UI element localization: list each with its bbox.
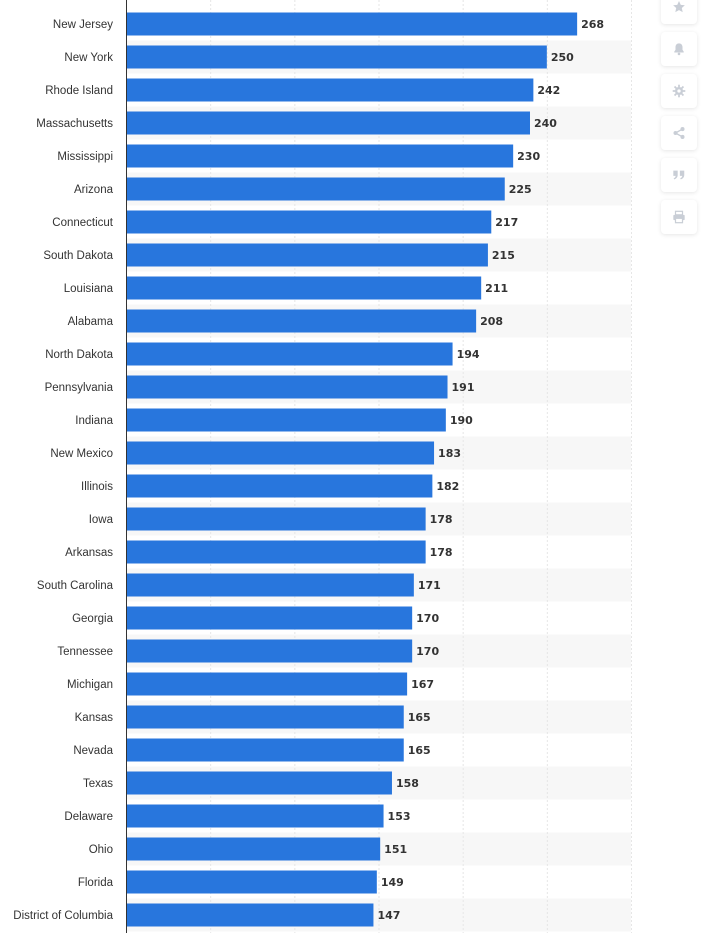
category-label: District of Columbia <box>13 910 113 922</box>
value-label: 170 <box>416 612 439 625</box>
bar-south-carolina <box>126 573 414 597</box>
bar-pennsylvania <box>126 375 448 399</box>
category-label: Alabama <box>68 316 114 328</box>
category-label: Iowa <box>89 514 114 526</box>
value-label: 242 <box>537 84 560 97</box>
print-icon <box>673 210 685 224</box>
category-label: Ohio <box>89 844 113 856</box>
category-label: Kansas <box>75 712 114 724</box>
value-label: 215 <box>492 249 515 262</box>
star-icon <box>673 1 685 13</box>
bar-mississippi <box>126 144 514 168</box>
category-label: Massachusetts <box>36 118 113 130</box>
value-label: 178 <box>430 513 453 526</box>
bar-new-mexico <box>126 441 435 465</box>
print-button[interactable] <box>661 200 697 234</box>
bar-new-jersey <box>126 12 578 36</box>
share-button[interactable] <box>661 116 697 150</box>
bar-new-york <box>126 45 547 69</box>
bar-massachusetts <box>126 111 530 135</box>
value-label: 149 <box>381 876 404 889</box>
value-label: 217 <box>495 216 518 229</box>
category-label: Illinois <box>81 481 113 493</box>
category-label: New Jersey <box>53 19 113 31</box>
value-label: 225 <box>509 183 532 196</box>
gear-icon <box>672 84 686 98</box>
value-label: 190 <box>450 414 473 427</box>
value-label: 158 <box>396 777 419 790</box>
category-label: Georgia <box>72 613 114 625</box>
value-label: 165 <box>408 744 431 757</box>
value-label: 268 <box>581 18 604 31</box>
value-label: 191 <box>452 381 475 394</box>
settings-button[interactable] <box>661 74 697 108</box>
value-label: 178 <box>430 546 453 559</box>
bar-rhode-island <box>126 78 534 102</box>
category-label: Texas <box>83 778 113 790</box>
bar-south-dakota <box>126 243 488 267</box>
category-label: Delaware <box>64 811 113 823</box>
category-label: Arkansas <box>65 547 113 559</box>
category-label: Connecticut <box>52 217 114 229</box>
bar-arkansas <box>126 540 426 564</box>
bar-iowa <box>126 507 426 531</box>
bar-tennessee <box>126 639 413 663</box>
value-label: 194 <box>457 348 480 361</box>
value-label: 211 <box>485 282 508 295</box>
value-label: 250 <box>551 51 574 64</box>
value-label: 170 <box>416 645 439 658</box>
value-label: 208 <box>480 315 503 328</box>
share-icon <box>673 127 685 139</box>
value-label: 183 <box>438 447 461 460</box>
bar-ohio <box>126 837 381 861</box>
bar-indiana <box>126 408 446 432</box>
bar-arizona <box>126 177 505 201</box>
value-label: 230 <box>517 150 540 163</box>
bar-illinois <box>126 474 433 498</box>
bar-florida <box>126 870 377 894</box>
chart-toolbar <box>661 0 701 234</box>
category-label: New Mexico <box>50 448 113 460</box>
value-label: 165 <box>408 711 431 724</box>
bar-louisiana <box>126 276 482 300</box>
value-label: 171 <box>418 579 441 592</box>
category-label: South Dakota <box>43 250 113 262</box>
value-label: 153 <box>388 810 411 823</box>
value-label: 167 <box>411 678 434 691</box>
cite-button[interactable] <box>661 158 697 192</box>
bar-alabama <box>126 309 477 333</box>
favorite-button[interactable] <box>661 0 697 24</box>
bar-delaware <box>126 804 384 828</box>
quote-icon <box>673 170 685 180</box>
category-label: Pennsylvania <box>45 382 114 394</box>
value-label: 182 <box>436 480 459 493</box>
bar-georgia <box>126 606 413 630</box>
category-label: Indiana <box>75 415 113 427</box>
category-label: North Dakota <box>45 349 113 361</box>
bar-michigan <box>126 672 408 696</box>
bar-connecticut <box>126 210 492 234</box>
bar-north-dakota <box>126 342 453 366</box>
category-label: Rhode Island <box>45 85 113 97</box>
category-label: Michigan <box>67 679 113 691</box>
category-label: Florida <box>78 877 114 889</box>
bar-district-of-columbia <box>126 903 374 927</box>
value-label: 151 <box>384 843 407 856</box>
category-label: South Carolina <box>37 580 114 592</box>
bar-kansas <box>126 705 404 729</box>
notification-button[interactable] <box>661 32 697 66</box>
category-label: Arizona <box>74 184 114 196</box>
category-label: Louisiana <box>64 283 114 295</box>
value-label: 147 <box>377 909 400 922</box>
category-label: Tennessee <box>57 646 113 658</box>
bell-icon <box>674 43 684 56</box>
category-label: New York <box>64 52 113 64</box>
category-label: Mississippi <box>57 151 113 163</box>
bar-nevada <box>126 738 404 762</box>
bar-texas <box>126 771 392 795</box>
category-label: Nevada <box>73 745 113 757</box>
value-label: 240 <box>534 117 557 130</box>
